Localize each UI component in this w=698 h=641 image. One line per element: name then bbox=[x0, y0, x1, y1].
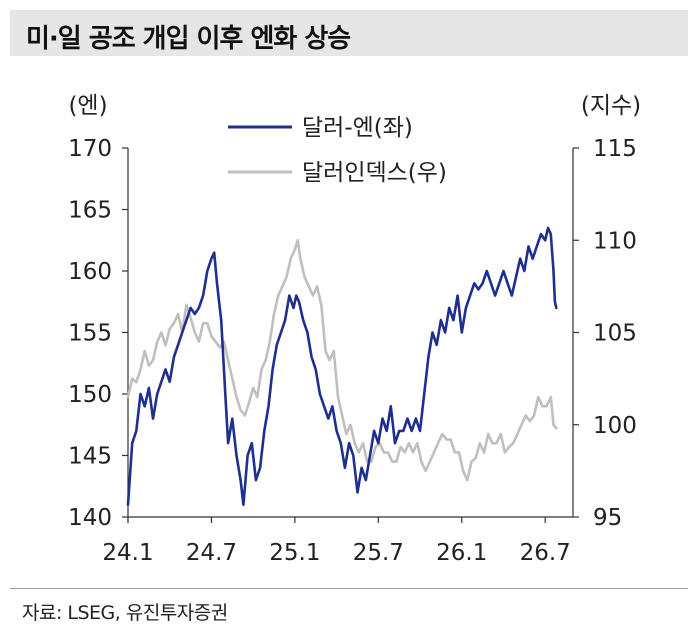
left-axis-label: (엔) bbox=[68, 93, 107, 119]
right-tick-label: 105 bbox=[593, 321, 637, 347]
x-tick-label: 25.1 bbox=[269, 540, 320, 566]
series-line-usdjpy bbox=[126, 226, 558, 506]
legend-label: 달러인덱스(우) bbox=[302, 160, 447, 186]
left-tick-label: 145 bbox=[68, 444, 112, 470]
x-tick-label: 25.7 bbox=[353, 540, 404, 566]
chart-title: 미·일 공조 개입 이후 엔화 상승 bbox=[26, 24, 351, 54]
right-tick-label: 110 bbox=[593, 228, 637, 254]
right-axis-label: (지수) bbox=[581, 93, 641, 119]
left-tick-label: 140 bbox=[68, 505, 112, 531]
left-tick-label: 170 bbox=[68, 136, 112, 162]
left-tick-label: 160 bbox=[68, 259, 112, 285]
x-tick-label: 24.7 bbox=[186, 540, 237, 566]
source-note: 자료: LSEG, 유진투자증권 bbox=[22, 602, 228, 624]
right-tick-label: 95 bbox=[593, 505, 622, 531]
x-tick-label: 26.1 bbox=[436, 540, 487, 566]
right-tick-label: 100 bbox=[593, 413, 637, 439]
left-tick-label: 165 bbox=[68, 198, 112, 224]
right-tick-label: 115 bbox=[593, 136, 637, 162]
left-tick-label: 155 bbox=[68, 321, 112, 347]
x-tick-label: 24.1 bbox=[102, 540, 153, 566]
series-line-dollar-index bbox=[126, 239, 558, 482]
legend-label: 달러-엔(좌) bbox=[302, 115, 413, 141]
left-tick-label: 150 bbox=[68, 382, 112, 408]
source-divider bbox=[10, 588, 688, 589]
title-bar: 미·일 공조 개입 이후 엔화 상승 bbox=[10, 10, 688, 56]
x-tick-label: 26.7 bbox=[520, 540, 571, 566]
